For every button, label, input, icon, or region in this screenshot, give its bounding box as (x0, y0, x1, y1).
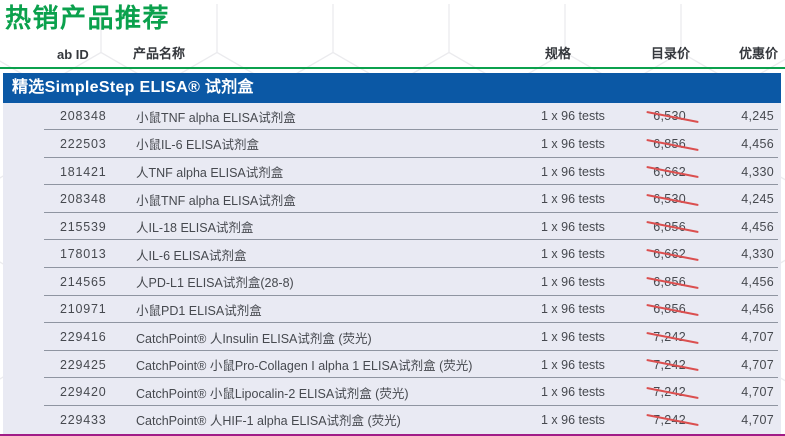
column-header-product-name: 产品名称 (133, 45, 186, 61)
product-name-cell: 人PD-L1 ELISA试剂盒(28-8) (136, 276, 294, 291)
column-header-list-price: 目录价 (650, 45, 690, 61)
promo-price-cell: 4,456 (741, 219, 774, 234)
promo-price-cell: 4,456 (741, 136, 774, 151)
table-row: 229420 CatchPoint® 小鼠Lipocalin-2 ELISA试剂盒… (3, 378, 781, 406)
product-id-cell: 181421 (60, 164, 107, 179)
struck-list-price: 6,662 (653, 164, 686, 179)
product-id-cell: 229416 (60, 330, 107, 344)
spec-cell: 1 x 96 tests (541, 247, 605, 262)
product-id-cell: 214565 (60, 274, 107, 289)
list-price-cell: 7,242 (616, 413, 686, 427)
product-id-cell: 208348 (60, 109, 107, 124)
spec-cell: 1 x 96 tests (541, 219, 605, 234)
promo-price-cell: 4,707 (741, 385, 774, 400)
table-row: 181421 人TNF alpha ELISA试剂盒 1 x 96 tests 6,6… (3, 158, 781, 186)
section-banner-label: 精选SimpleStep ELISA® 试剂盒 (12, 78, 254, 96)
product-name-cell: CatchPoint® 小鼠Pro-Collagen I alpha 1 ELI… (136, 359, 473, 374)
product-name-cell: CatchPoint® 人HIF-1 alpha ELISA试剂盒 (荧光) (136, 414, 401, 429)
spec-cell: 1 x 96 tests (541, 385, 605, 400)
product-name-cell: 人IL-6 ELISA试剂盒 (136, 248, 247, 263)
spec-cell: 1 x 96 tests (541, 330, 605, 344)
header-divider-line (0, 66, 785, 69)
promo-price-cell: 4,707 (741, 412, 774, 427)
column-header-ab-id: ab ID (57, 46, 89, 62)
spec-cell: 1 x 96 tests (541, 302, 605, 317)
table-row: 229416 CatchPoint® 人Insulin ELISA试剂盒 (荧光)… (3, 323, 781, 351)
product-id-cell: 215539 (60, 219, 107, 234)
table-row: 229425 CatchPoint® 小鼠Pro-Collagen I alpha… (3, 351, 781, 379)
spec-cell: 1 x 96 tests (541, 412, 605, 427)
struck-list-price: 6,530 (653, 192, 686, 207)
product-id-cell: 210971 (60, 302, 107, 317)
product-name-cell: CatchPoint® 小鼠Lipocalin-2 ELISA试剂盒 (荧光) (136, 386, 409, 401)
spec-cell: 1 x 96 tests (541, 274, 605, 289)
list-price-cell: 6,856 (616, 302, 686, 316)
promo-price-cell: 4,456 (741, 302, 774, 317)
list-price-cell: 6,856 (616, 137, 686, 151)
struck-list-price: 6,530 (653, 109, 686, 124)
promo-price-cell: 4,707 (741, 330, 774, 344)
promo-price-cell: 4,245 (741, 109, 774, 124)
column-header-spec: 规格 (545, 45, 572, 61)
struck-list-price: 6,856 (653, 274, 686, 289)
spec-cell: 1 x 96 tests (541, 164, 605, 179)
list-price-cell: 6,856 (616, 220, 686, 234)
promo-price-cell: 4,245 (741, 192, 774, 207)
promo-price-cell: 4,456 (741, 274, 774, 289)
table-row: 215539 人IL-18 ELISA试剂盒 1 x 96 tests 6,856 4,… (3, 213, 781, 241)
struck-list-price: 7,242 (653, 330, 686, 344)
page-title: 热销产品推荐 (5, 3, 171, 33)
struck-list-price: 6,856 (653, 219, 686, 234)
product-id-cell: 229425 (60, 357, 107, 372)
table-row: 178013 人IL-6 ELISA试剂盒 1 x 96 tests 6,662 4,3… (3, 240, 781, 268)
product-id-cell: 222503 (60, 136, 107, 151)
page-content: 热销产品推荐 ab ID 产品名称 规格 目录价 优惠价 精选SimpleSte… (0, 4, 785, 436)
product-name-cell: 人TNF alpha ELISA试剂盒 (136, 166, 284, 181)
list-price-cell: 7,242 (616, 385, 686, 399)
struck-list-price: 6,856 (653, 136, 686, 151)
promo-price-cell: 4,707 (741, 357, 774, 372)
product-id-cell: 229420 (60, 385, 107, 400)
spec-cell: 1 x 96 tests (541, 357, 605, 372)
struck-list-price: 6,662 (653, 247, 686, 262)
product-name-cell: 小鼠TNF alpha ELISA试剂盒 (136, 193, 296, 208)
table-body: 208348 小鼠TNF alpha ELISA试剂盒 1 x 96 tests 6,… (3, 102, 781, 434)
product-id-cell: 178013 (60, 247, 107, 262)
list-price-cell: 6,530 (616, 192, 686, 206)
product-id-cell: 229433 (60, 412, 107, 427)
product-name-cell: 小鼠TNF alpha ELISA试剂盒 (136, 110, 296, 125)
promo-price-cell: 4,330 (741, 247, 774, 262)
product-id-cell: 208348 (60, 192, 107, 207)
struck-list-price: 7,242 (653, 357, 686, 372)
product-name-cell: 小鼠IL-6 ELISA试剂盒 (136, 138, 259, 153)
list-price-cell: 6,530 (616, 109, 686, 123)
table-header-row: ab ID 产品名称 规格 目录价 优惠价 (0, 40, 785, 67)
spec-cell: 1 x 96 tests (541, 192, 605, 207)
list-price-cell: 6,856 (616, 275, 686, 289)
struck-list-price: 7,242 (653, 412, 686, 427)
promo-price-cell: 4,330 (741, 164, 774, 179)
list-price-cell: 6,662 (616, 247, 686, 261)
section-banner: 精选SimpleStep ELISA® 试剂盒 (3, 72, 781, 103)
product-name-cell: CatchPoint® 人Insulin ELISA试剂盒 (荧光) (136, 331, 372, 346)
product-name-cell: 小鼠PD1 ELISA试剂盒 (136, 303, 262, 318)
table-row: 214565 人PD-L1 ELISA试剂盒(28-8) 1 x 96 tests 6… (3, 268, 781, 296)
column-header-promo-price: 优惠价 (738, 45, 778, 61)
list-price-cell: 6,662 (616, 165, 686, 179)
table-row: 229433 CatchPoint® 人HIF-1 alpha ELISA试剂盒 … (3, 406, 781, 434)
list-price-cell: 7,242 (616, 358, 686, 372)
product-name-cell: 人IL-18 ELISA试剂盒 (136, 221, 254, 236)
spec-cell: 1 x 96 tests (541, 109, 605, 124)
list-price-cell: 7,242 (616, 330, 686, 344)
struck-list-price: 6,856 (653, 302, 686, 317)
struck-list-price: 7,242 (653, 385, 686, 400)
table-row: 208348 小鼠TNF alpha ELISA试剂盒 1 x 96 tests 6,… (3, 103, 781, 131)
spec-cell: 1 x 96 tests (541, 136, 605, 151)
table-row: 210971 小鼠PD1 ELISA试剂盒 1 x 96 tests 6,856 4,4… (3, 296, 781, 324)
table-row: 222503 小鼠IL-6 ELISA试剂盒 1 x 96 tests 6,856 4,… (3, 130, 781, 158)
table-row: 208348 小鼠TNF alpha ELISA试剂盒 1 x 96 tests 6,… (3, 185, 781, 213)
